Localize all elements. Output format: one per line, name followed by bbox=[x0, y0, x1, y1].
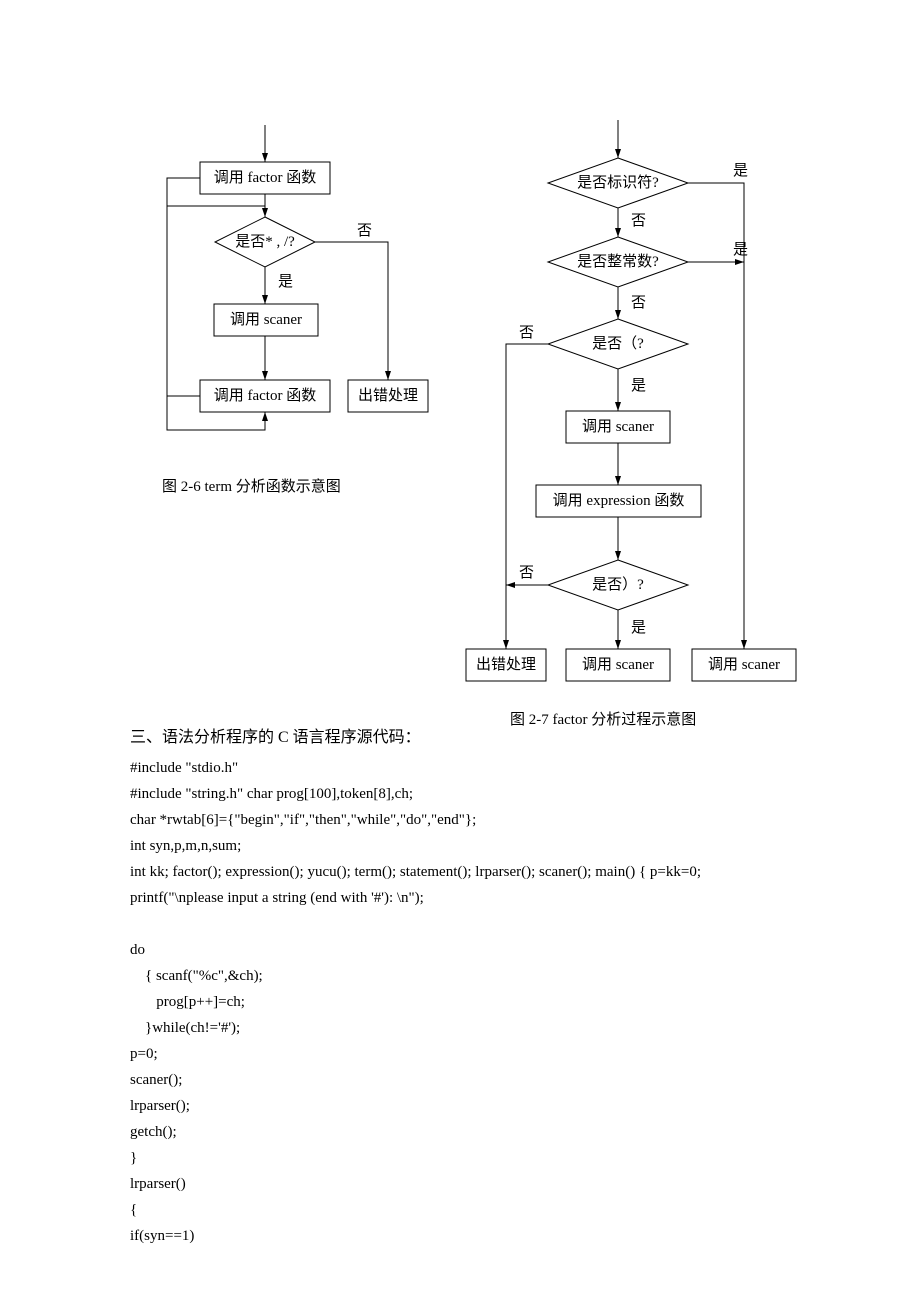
svg-text:调用 scaner: 调用 scaner bbox=[708, 656, 780, 673]
section-heading: 三、语法分析程序的 C 语言程序源代码： bbox=[130, 725, 701, 751]
svg-text:否: 否 bbox=[519, 565, 534, 581]
svg-text:否: 否 bbox=[631, 295, 646, 311]
flowchart-factor: 否否是是是是否否 是否标识符?是否整常数?是否（?调用 scaner调用 exp… bbox=[0, 0, 820, 700]
svg-text:调用 scaner: 调用 scaner bbox=[582, 656, 654, 673]
svg-text:是否）?: 是否）? bbox=[592, 576, 644, 593]
svg-text:是否整常数?: 是否整常数? bbox=[577, 253, 659, 270]
svg-text:调用 expression 函数: 调用 expression 函数 bbox=[553, 492, 685, 509]
page: 是否 调用 factor 函数是否* , /?调用 scaner调用 facto… bbox=[0, 0, 920, 1302]
svg-text:调用 scaner: 调用 scaner bbox=[582, 418, 654, 435]
svg-text:否: 否 bbox=[631, 213, 646, 229]
flowchart-right-nodes: 是否标识符? 是否整常数? 是否（? 调用 scaner 调用 expression 函… bbox=[466, 158, 796, 681]
svg-text:出错处理: 出错处理 bbox=[476, 656, 536, 673]
svg-text:是: 是 bbox=[733, 242, 748, 258]
svg-text:否: 否 bbox=[519, 325, 534, 341]
svg-text:是: 是 bbox=[631, 378, 646, 394]
svg-text:是否标识符?: 是否标识符? bbox=[577, 174, 659, 191]
svg-text:是否（?: 是否（? bbox=[592, 335, 644, 352]
svg-text:是: 是 bbox=[733, 163, 748, 179]
source-code-block: #include "stdio.h" #include "string.h" c… bbox=[130, 755, 701, 1249]
code-section: 三、语法分析程序的 C 语言程序源代码： #include "stdio.h" … bbox=[130, 725, 701, 1249]
svg-text:是: 是 bbox=[631, 620, 646, 636]
